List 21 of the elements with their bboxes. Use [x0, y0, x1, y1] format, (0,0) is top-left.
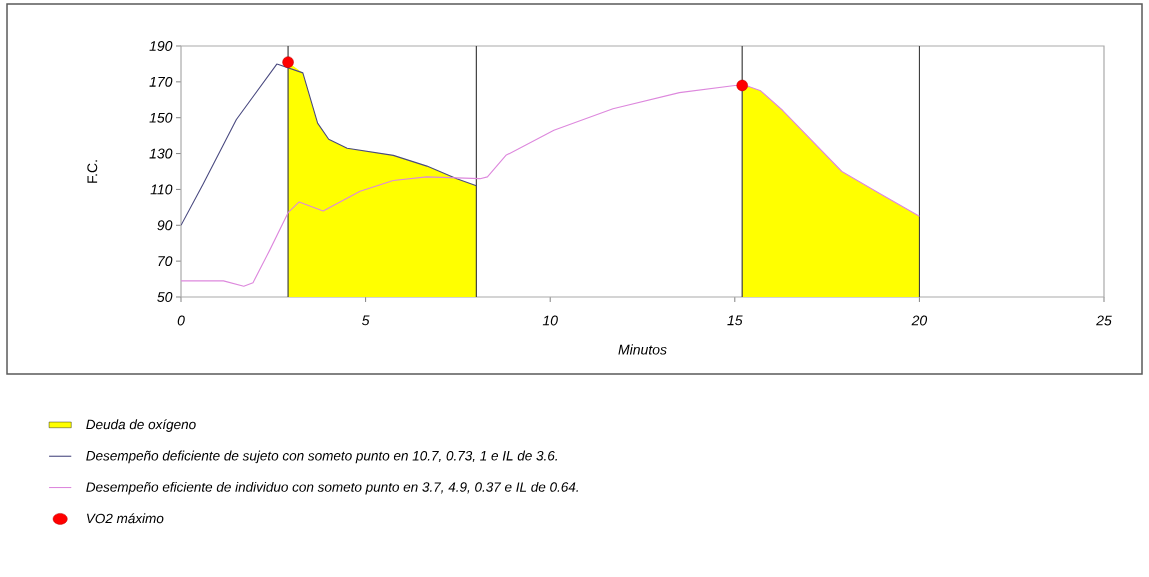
line-series	[181, 63, 477, 226]
legend-label: Desempeño eficiente de individuo con someto punto en 3.7, 4.9, 0.37 e IL de 0.64.	[86, 481, 578, 495]
y-tick-label: 90	[157, 220, 173, 231]
y-axis-title: F.C.	[87, 160, 98, 183]
y-tick-label: 70	[158, 256, 173, 267]
y-tick-label: 50	[157, 292, 173, 302]
y-tick-label: 190	[149, 41, 173, 51]
y-tick-label: 150	[149, 112, 173, 123]
x-tick-label: 15	[727, 315, 743, 326]
x-axis-title: Minutos	[618, 344, 667, 355]
y-tick-label: 110	[150, 184, 173, 195]
x-tick-label: 5	[362, 315, 370, 326]
legend-label: Deuda de oxígeno	[86, 419, 196, 432]
x-tick-label: 25	[1096, 315, 1112, 326]
y-tick-label: 130	[149, 148, 173, 159]
x-tick-label: 20	[911, 315, 928, 326]
x-tick-label: 10	[542, 315, 558, 326]
legend-label: VO2 máximo	[86, 513, 164, 524]
legend-label: Desempeño deficiente de sujeto con someto punto en 10.7, 0.73, 1 e IL de 3.6.	[86, 450, 557, 464]
y-tick-label: 170	[149, 76, 173, 87]
x-tick-label: 0	[177, 315, 185, 326]
